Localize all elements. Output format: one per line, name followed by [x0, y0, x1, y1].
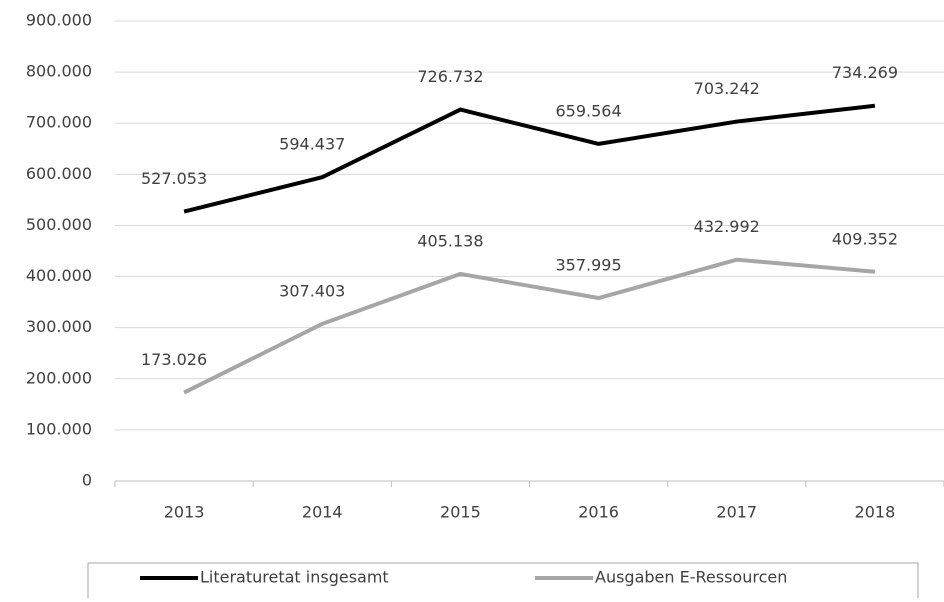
data-label: 594.437	[279, 135, 345, 154]
x-tick-label: 2015	[440, 503, 481, 522]
data-label: 307.403	[279, 281, 345, 300]
series-line	[183, 257, 876, 395]
legend-label: Ausgaben E-Ressourcen	[595, 568, 787, 587]
series-line	[183, 103, 876, 214]
x-tick-label: 2016	[578, 503, 619, 522]
y-tick-label: 0	[82, 471, 92, 490]
y-tick-label: 300.000	[26, 317, 92, 336]
y-tick-label: 100.000	[26, 419, 92, 438]
y-tick-label: 400.000	[26, 266, 92, 285]
y-tick-label: 800.000	[26, 62, 92, 81]
x-tick-label: 2013	[164, 503, 205, 522]
x-tick-label: 2018	[855, 503, 896, 522]
y-tick-label: 500.000	[26, 215, 92, 234]
y-tick-label: 600.000	[26, 164, 92, 183]
data-label: 409.352	[832, 229, 898, 248]
data-label: 703.242	[694, 79, 760, 98]
data-label: 405.138	[417, 231, 483, 250]
data-label: 432.992	[694, 217, 760, 236]
data-label: 173.026	[141, 350, 207, 369]
legend-label: Literaturetat insgesamt	[200, 568, 389, 587]
legend-box	[87, 562, 919, 602]
x-tick-label: 2014	[302, 503, 343, 522]
data-label: 726.732	[417, 67, 483, 86]
data-label: 659.564	[555, 101, 621, 120]
y-tick-label: 900.000	[26, 11, 92, 30]
y-tick-label: 200.000	[26, 368, 92, 387]
data-label: 527.053	[141, 169, 207, 188]
data-label: 734.269	[832, 63, 898, 82]
x-tick-label: 2017	[716, 503, 757, 522]
data-label: 357.995	[555, 256, 621, 275]
y-tick-label: 700.000	[26, 113, 92, 132]
